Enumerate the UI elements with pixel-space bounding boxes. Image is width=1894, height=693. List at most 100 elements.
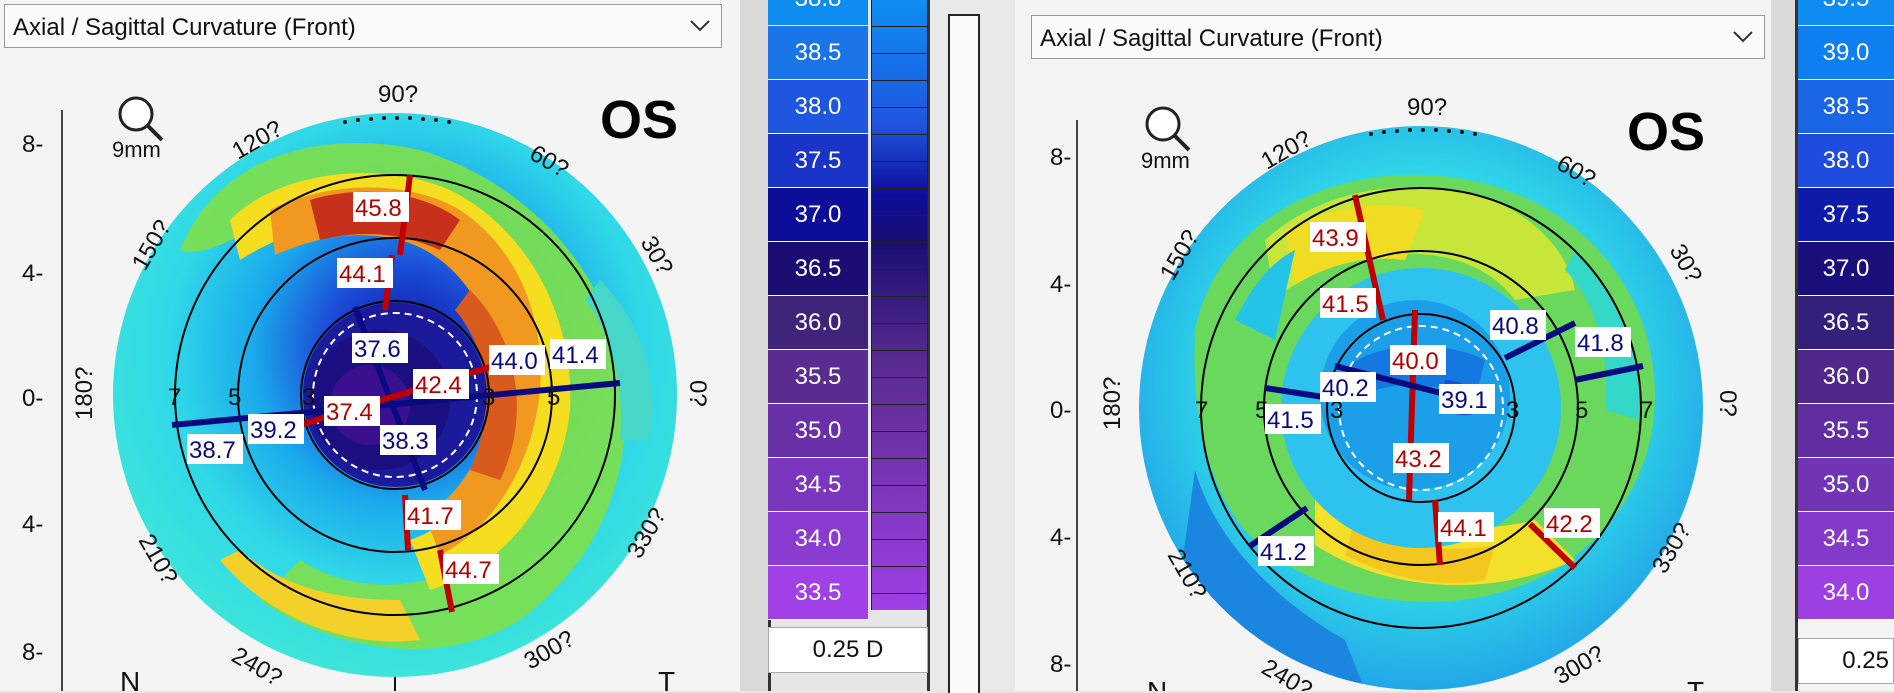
- scale-value: 38.8: [768, 0, 868, 26]
- scale-value: 37.0: [1798, 242, 1894, 296]
- scale-value: 34.5: [1798, 512, 1894, 566]
- scale-value: 35.0: [768, 404, 868, 458]
- nasal-label: N: [120, 666, 140, 691]
- angle-label: 180?: [71, 367, 98, 420]
- scale-value: 38.0: [768, 80, 868, 134]
- y-tick: 0-: [1050, 397, 1071, 424]
- curvature-value-blue: 38.3: [382, 428, 429, 455]
- curvature-value-blue: 40.8: [1492, 313, 1539, 340]
- curvature-value-red: 40.0: [1392, 348, 1439, 375]
- scale-value: 38.5: [1798, 80, 1894, 134]
- color-scale-left: 38.8 38.5 38.0 37.5 37.0 36.5 36.0 35.5 …: [768, 0, 928, 691]
- curvature-value-red: 41.7: [407, 503, 454, 530]
- map-type-dropdown[interactable]: Axial / Sagittal Curvature (Front): [1031, 15, 1765, 59]
- ring-label: 3: [1330, 397, 1343, 424]
- magnifier-icon[interactable]: [118, 96, 164, 142]
- ring-label: 3: [302, 384, 315, 411]
- scale-value: 36.5: [1798, 296, 1894, 350]
- curvature-value-blue: 41.4: [552, 342, 599, 369]
- curvature-value-blue: 40.2: [1322, 375, 1369, 402]
- scale-step-label: 0.25: [1798, 638, 1894, 684]
- curvature-value-blue: 39.2: [250, 417, 297, 444]
- ring-label: 5: [228, 384, 241, 411]
- scale-value: 33.5: [768, 566, 868, 620]
- color-scale-right: 39.5 39.0 38.5 38.0 37.5 37.0 36.5 36.0 …: [1798, 0, 1894, 691]
- scale-value: 34.0: [768, 512, 868, 566]
- map-type-value: Axial / Sagittal Curvature (Front): [13, 14, 356, 41]
- curvature-map-right: 8- 4- 0- 4- 8-: [1050, 94, 1741, 691]
- angle-label: 180?: [1099, 377, 1126, 430]
- scale-value: 37.5: [1798, 188, 1894, 242]
- curvature-value-red: 43.2: [1395, 446, 1442, 473]
- scale-value: 34.5: [768, 458, 868, 512]
- right-topography-panel: Axial / Sagittal Curvature (Front) 8- 4-…: [1015, 0, 1894, 691]
- scale-step-label: 0.25 D: [768, 627, 928, 673]
- curvature-value-red: 37.4: [326, 399, 373, 426]
- ring-label: 5: [1575, 397, 1588, 424]
- scale-value: 34.0: [1798, 566, 1894, 620]
- curvature-value-blue: 38.7: [189, 437, 236, 464]
- curvature-value-red: 44.7: [445, 557, 492, 584]
- scale-value: 36.5: [768, 242, 868, 296]
- magnifier-icon[interactable]: [1145, 106, 1191, 152]
- ring-label: 7: [1195, 397, 1208, 424]
- ring-label: 7: [1640, 397, 1653, 424]
- y-tick: 4-: [22, 260, 43, 287]
- left-topography-panel: Axial / Sagittal Curvature (Front) 8- 4-…: [0, 0, 740, 691]
- nasal-label: N: [1147, 676, 1167, 691]
- curvature-value-blue: 37.6: [354, 336, 401, 363]
- y-tick: 4-: [22, 511, 43, 538]
- scale-value: 35.0: [1798, 458, 1894, 512]
- panel-divider: [927, 0, 1018, 693]
- curvature-map-left: 8- 4- 0- 4- 8-: [22, 81, 711, 691]
- y-tick: 8-: [1050, 651, 1071, 678]
- y-tick: 8-: [22, 639, 43, 666]
- fine-scale-bar: [871, 0, 928, 610]
- scale-value: 37.5: [768, 134, 868, 188]
- ring-label: 5: [547, 384, 560, 411]
- scale-value: 36.0: [1798, 350, 1894, 404]
- angle-label: 0?: [1714, 390, 1741, 417]
- scale-value: 39.0: [1798, 26, 1894, 80]
- angle-label: 0?: [684, 380, 711, 407]
- scale-value: 39.5: [1798, 0, 1894, 26]
- curvature-value-red: 42.2: [1546, 511, 1593, 538]
- scale-value: 37.0: [768, 188, 868, 242]
- chevron-down-icon: [690, 20, 710, 32]
- ring-label: 7: [168, 384, 181, 411]
- y-tick: 4-: [1050, 271, 1071, 298]
- curvature-value-blue: 39.1: [1441, 387, 1488, 414]
- scale-value: 38.0: [1798, 134, 1894, 188]
- ring-label: 3: [482, 384, 495, 411]
- scale-value: 35.5: [1798, 404, 1894, 458]
- temporal-label: T: [658, 666, 675, 691]
- scale-value: 35.5: [768, 350, 868, 404]
- curvature-value-blue: 41.2: [1260, 539, 1307, 566]
- y-tick: 8-: [1050, 144, 1071, 171]
- curvature-value-blue: 44.0: [491, 348, 538, 375]
- curvature-value-red: 41.5: [1322, 291, 1369, 318]
- curvature-value-red: 44.1: [339, 261, 386, 288]
- ring-label: 3: [1506, 397, 1519, 424]
- map-type-dropdown[interactable]: Axial / Sagittal Curvature (Front): [4, 4, 722, 48]
- curvature-value-red: 44.1: [1440, 515, 1487, 542]
- curvature-value-red: 42.4: [415, 372, 462, 399]
- y-tick: 8-: [22, 131, 43, 158]
- curvature-value-red: 43.9: [1312, 225, 1359, 252]
- angle-label: 90?: [378, 81, 418, 108]
- zoom-label: 9mm: [112, 137, 161, 162]
- scale-value: 38.5: [768, 26, 868, 80]
- y-tick: 4-: [1050, 524, 1071, 551]
- zoom-label: 9mm: [1141, 148, 1190, 173]
- curvature-value-blue: 41.5: [1267, 407, 1314, 434]
- curvature-value-blue: 41.8: [1577, 330, 1624, 357]
- chevron-down-icon: [1733, 31, 1753, 43]
- panel-divider: [1771, 0, 1798, 691]
- angle-label: 90?: [1407, 94, 1447, 121]
- map-type-value: Axial / Sagittal Curvature (Front): [1040, 25, 1383, 52]
- temporal-label: T: [1687, 676, 1704, 691]
- curvature-value-red: 45.8: [355, 195, 402, 222]
- panel-divider: [740, 0, 771, 691]
- y-tick: 0-: [22, 385, 43, 412]
- eye-label: OS: [1627, 102, 1705, 162]
